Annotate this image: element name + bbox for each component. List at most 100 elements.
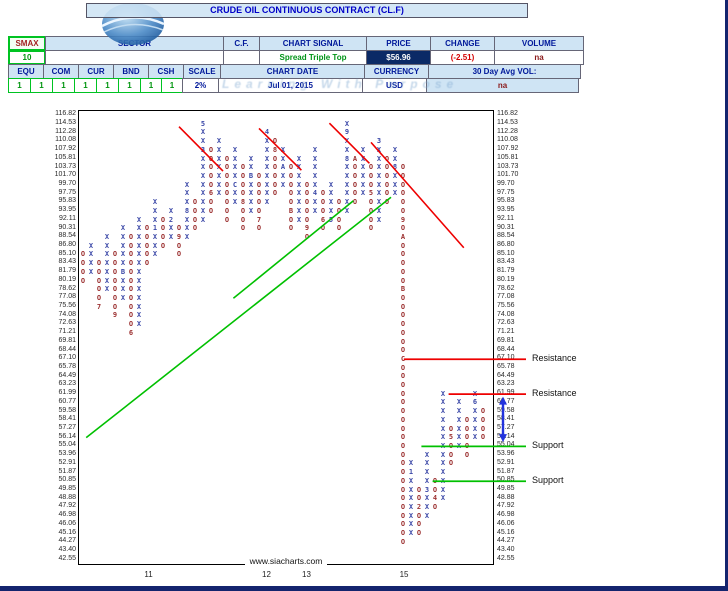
- pf-x-cell: X: [152, 198, 158, 207]
- pf-x-cell: X: [344, 171, 350, 180]
- csh-label: CSH: [148, 64, 184, 79]
- equ-label: EQU: [8, 64, 44, 79]
- pf-x-cell: X: [296, 163, 302, 172]
- pf-x-cell: X: [408, 520, 414, 529]
- pf-o-cell: O: [384, 180, 390, 189]
- alloc-value-row: 1 1 1 1 1 1 1 1 2% Jul 01, 2015 USD na: [8, 78, 579, 93]
- pf-x-cell: X: [200, 154, 206, 163]
- pf-o-cell: O: [400, 529, 406, 538]
- x-axis-year-label: 13: [302, 570, 311, 579]
- sector-value: [45, 50, 224, 65]
- pf-x-cell: X: [184, 224, 190, 233]
- alloc-value: 1: [118, 78, 141, 93]
- pf-x-cell: X: [120, 224, 126, 233]
- pf-x-cell: X: [424, 459, 430, 468]
- pf-o-cell: O: [192, 206, 198, 215]
- pf-o-cell: O: [288, 171, 294, 180]
- pf-o-cell: O: [304, 180, 310, 189]
- smax-label: SMAX: [8, 36, 46, 51]
- pf-o-cell: O: [112, 259, 118, 268]
- pf-x-cell: X: [248, 180, 254, 189]
- pf-x-cell: X: [248, 154, 254, 163]
- pf-x-cell: X: [136, 311, 142, 320]
- pf-o-cell: O: [208, 180, 214, 189]
- pf-x-cell: X: [328, 198, 334, 207]
- pf-o-cell: O: [400, 450, 406, 459]
- pf-o-cell: O: [256, 206, 262, 215]
- pf-o-cell: O: [416, 520, 422, 529]
- pf-o-cell: O: [400, 415, 406, 424]
- pf-x-cell: 8: [344, 154, 350, 163]
- price-label-left: 46.06: [58, 519, 76, 527]
- pf-o-cell: O: [256, 198, 262, 207]
- pf-o-cell: O: [448, 424, 454, 433]
- pf-o-cell: O: [112, 285, 118, 294]
- pf-x-cell: X: [456, 415, 462, 424]
- pf-x-cell: X: [136, 276, 142, 285]
- price-label-left: 55.04: [58, 441, 76, 449]
- pf-x-cell: X: [344, 137, 350, 146]
- price-label-left: 56.14: [58, 432, 76, 440]
- pf-x-cell: X: [344, 189, 350, 198]
- pf-x-cell: X: [440, 468, 446, 477]
- pf-x-cell: 4: [312, 189, 318, 198]
- pf-x-cell: B: [120, 267, 126, 276]
- pf-o-cell: O: [400, 372, 406, 381]
- pf-o-cell: O: [144, 250, 150, 259]
- pf-o-cell: 9: [112, 311, 118, 320]
- price-label-left: 112.28: [55, 127, 76, 135]
- pf-o-cell: O: [128, 232, 134, 241]
- pf-x-cell: X: [376, 198, 382, 207]
- pf-o-cell: O: [224, 189, 230, 198]
- pf-x-cell: X: [264, 198, 270, 207]
- pf-x-cell: X: [424, 511, 430, 520]
- pf-x-cell: X: [312, 163, 318, 172]
- price-label-right: 110.08: [497, 136, 518, 144]
- x-axis-year-label: 12: [262, 570, 271, 579]
- pf-o-cell: O: [336, 224, 342, 233]
- pf-x-cell: X: [280, 145, 286, 154]
- price-label-left: 58.41: [58, 415, 76, 423]
- pf-o-cell: 2: [416, 503, 422, 512]
- pf-o-cell: O: [480, 415, 486, 424]
- price-label-left: 53.96: [58, 450, 76, 458]
- price-label-left: 52.91: [58, 458, 76, 466]
- bnd-label: BND: [113, 64, 149, 79]
- pf-x-cell: X: [296, 171, 302, 180]
- pf-o-cell: O: [400, 407, 406, 416]
- pf-o-cell: O: [112, 250, 118, 259]
- pf-x-cell: X: [232, 154, 238, 163]
- price-label-left: 101.70: [54, 171, 76, 179]
- pf-x-cell: X: [104, 259, 110, 268]
- price-label-left: 105.81: [54, 153, 76, 161]
- price-label-right: 42.55: [497, 554, 515, 562]
- price-value: $56.96: [366, 50, 431, 65]
- pf-x-cell: X: [408, 494, 414, 503]
- pf-x-cell: X: [440, 415, 446, 424]
- price-label-right: 85.10: [497, 249, 515, 257]
- pf-o-cell: O: [352, 180, 358, 189]
- pf-x-cell: X: [360, 163, 366, 172]
- pf-o-cell: O: [400, 442, 406, 451]
- pf-x-cell: X: [264, 154, 270, 163]
- pf-o-cell: O: [400, 250, 406, 259]
- price-label-left: 64.49: [58, 371, 76, 379]
- pf-o-cell: O: [400, 259, 406, 268]
- price-label-left: 72.63: [58, 319, 76, 327]
- pf-x-cell: X: [440, 485, 446, 494]
- pf-x-cell: X: [152, 241, 158, 250]
- x-axis-year-label: 11: [144, 570, 153, 579]
- price-label-left: 90.31: [58, 223, 76, 231]
- pf-x-cell: X: [200, 171, 206, 180]
- pf-x-cell: X: [312, 198, 318, 207]
- pf-o-cell: O: [192, 198, 198, 207]
- price-label-left: 80.19: [58, 275, 76, 283]
- pf-x-cell: X: [472, 407, 478, 416]
- price-label-right: 83.43: [497, 258, 515, 266]
- pf-x-cell: X: [136, 259, 142, 268]
- pf-x-cell: X: [280, 180, 286, 189]
- pf-o-cell: O: [128, 285, 134, 294]
- price-label-right: 93.95: [497, 206, 515, 214]
- pf-x-cell: X: [296, 206, 302, 215]
- pf-o-cell: O: [400, 459, 406, 468]
